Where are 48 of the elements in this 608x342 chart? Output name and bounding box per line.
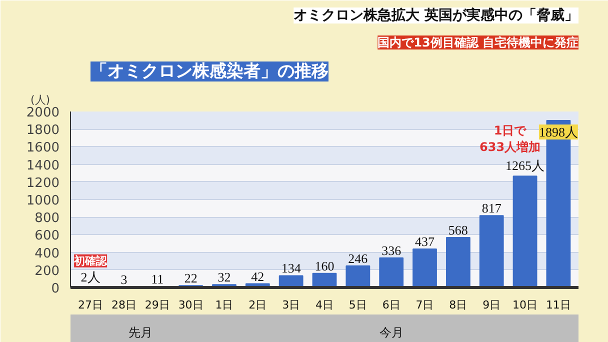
y-tick-label: 1600 [26, 140, 60, 156]
data-label: 817 [482, 200, 502, 216]
data-label: 246 [348, 250, 368, 266]
x-tick-label: 28日 [111, 298, 136, 312]
text: 今月 [379, 326, 404, 340]
x-tick-label: 2日 [248, 298, 267, 312]
data-label: 22 [184, 270, 198, 286]
x-tick-label: 7日 [416, 298, 434, 312]
data-label: 160 [314, 258, 334, 274]
y-axis-title: (人) [30, 94, 50, 106]
data-label: 437 [415, 234, 436, 250]
text: 国内で13例目確認 自宅待機中に発症 [378, 36, 579, 50]
data-label: 2人 [80, 269, 100, 284]
data-label: 1898人 [538, 124, 578, 140]
data-label: 1265人 [506, 158, 545, 174]
data-label: 568 [448, 222, 468, 238]
x-tick-label: 1日 [215, 298, 234, 312]
x-tick-label: 4日 [316, 298, 334, 312]
y-tick-label: 0 [51, 282, 60, 296]
data-label: 11 [151, 272, 164, 287]
x-tick-label: 6日 [382, 298, 400, 312]
y-tick-label: 1000 [26, 194, 60, 208]
data-label: 134 [281, 260, 302, 276]
data-label: 3 [120, 272, 128, 288]
y-tick-label: 1200 [26, 176, 60, 191]
y-tick-label: 200 [34, 264, 60, 279]
text: オミクロン株急拡大 英国が実感中の「脅威」 [294, 6, 578, 24]
data-label: 42 [251, 268, 264, 284]
y-tick-label: 1400 [26, 158, 60, 174]
annotation: 1日で 633人増加 [480, 123, 541, 154]
y-tick-label: 2000 [26, 106, 60, 120]
x-tick-label: 8日 [449, 298, 468, 312]
x-tick-label: 10日 [512, 298, 538, 312]
x-tick-label: 11日 [546, 298, 571, 312]
chart-title: 「オミクロン株感染者」の推移 [90, 62, 328, 82]
x-tick-label: 5日 [348, 298, 367, 312]
y-tick-label: 800 [34, 211, 60, 226]
y-tick-label: 400 [34, 246, 60, 262]
x-tick-label: 29日 [144, 298, 170, 312]
x-tick-label: 30日 [178, 298, 204, 312]
y-tick-label: 1800 [26, 123, 60, 138]
x-tick-label: 27日 [78, 298, 104, 312]
data-label: 336 [382, 242, 402, 258]
x-tick-label: 9日 [482, 298, 501, 312]
text: 先月 [128, 326, 153, 340]
y-tick-label: 600 [34, 228, 60, 244]
data-label: 32 [218, 270, 231, 285]
x-tick-label: 3日 [282, 298, 300, 312]
